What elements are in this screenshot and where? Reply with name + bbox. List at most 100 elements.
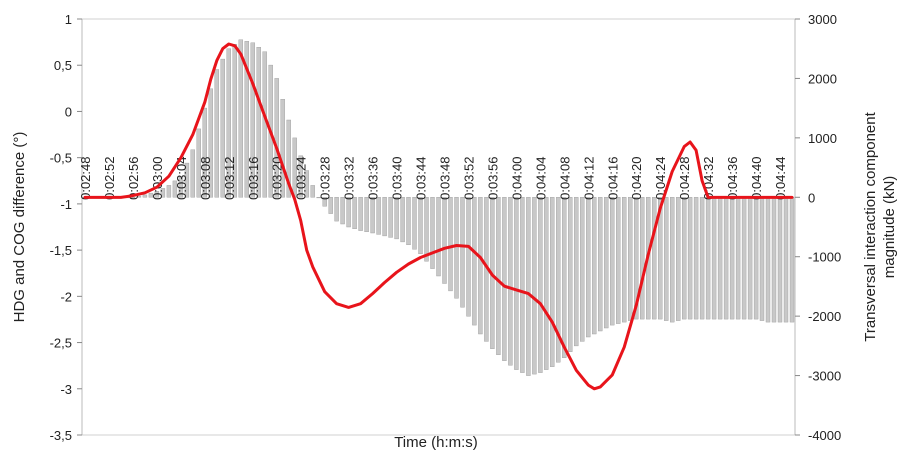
- bar: [346, 197, 351, 228]
- bar: [640, 197, 645, 320]
- x-tick-label: 0:03:48: [438, 157, 453, 200]
- bar: [382, 197, 387, 237]
- line-series: [83, 42, 794, 391]
- x-tick-label: 0:03:56: [485, 157, 500, 200]
- left-axis-label: HDG and COG difference (°): [11, 132, 28, 323]
- bar: [460, 197, 465, 308]
- bar: [723, 197, 729, 320]
- x-tick-labels: 0:02:48 0:02:52 0:02:56 0:03:00 0:03:04 0:03:…: [78, 157, 788, 200]
- x-tick-label: 0:02:48: [78, 157, 93, 200]
- bar: [556, 197, 561, 363]
- left-tick-label: -3: [60, 382, 72, 397]
- bar: [622, 197, 627, 323]
- x-tick-label: 0:03:16: [246, 157, 261, 200]
- bar: [508, 197, 513, 366]
- bar: [771, 197, 777, 323]
- bar: [310, 185, 315, 198]
- bar: [574, 197, 579, 347]
- left-tick-label: -1: [60, 197, 72, 212]
- bar: [400, 197, 405, 243]
- bar: [202, 107, 208, 198]
- bar: [741, 197, 747, 320]
- x-tick-label: 0:03:08: [198, 157, 213, 200]
- bar: [436, 197, 441, 277]
- bar: [196, 128, 202, 198]
- x-tick-label: 0:03:36: [366, 157, 381, 200]
- bar: [664, 197, 669, 321]
- x-tick-label: 0:03:40: [390, 157, 405, 200]
- bar: [538, 197, 543, 373]
- bar: [214, 69, 220, 198]
- bar: [322, 197, 327, 207]
- bar: [520, 197, 525, 373]
- right-tick-label: 2000: [808, 71, 837, 86]
- bar: [244, 41, 250, 198]
- bar: [580, 197, 585, 342]
- left-tick-label: -2,5: [50, 336, 72, 351]
- left-tick-label: -3,5: [50, 428, 72, 443]
- bar: [759, 197, 765, 321]
- left-tick-label: 1: [65, 12, 72, 27]
- line-series-group: [83, 42, 794, 391]
- bar: [442, 197, 447, 284]
- x-tick-label: 0:02:56: [126, 157, 141, 200]
- right-axis-label-line1: Transversal interaction component: [862, 111, 879, 341]
- bar: [652, 197, 657, 320]
- bar: [705, 197, 711, 320]
- x-tick-label: 0:04:40: [749, 157, 764, 200]
- x-tick-label: 0:04:08: [557, 157, 572, 200]
- x-tick-label: 0:03:04: [174, 157, 189, 200]
- bar: [190, 149, 196, 198]
- right-tick-labels: 3000 2000 1000 0 -1000 -2000 -3000 -4000: [795, 12, 841, 443]
- bar: [717, 197, 723, 320]
- bar: [448, 197, 453, 292]
- bar: [274, 78, 279, 198]
- left-tick-label: 0,5: [54, 58, 72, 73]
- bar: [208, 88, 214, 198]
- bar: [735, 197, 741, 320]
- bar: [298, 155, 303, 198]
- right-tick-label: 0: [808, 190, 815, 205]
- bar: [238, 39, 244, 198]
- bar: [394, 197, 399, 240]
- bar: [550, 197, 555, 367]
- bar: [142, 194, 148, 198]
- bar: [430, 197, 435, 269]
- bar: [376, 197, 381, 235]
- x-tick-label: 0:04:32: [701, 157, 716, 200]
- bar: [262, 51, 267, 198]
- bar: [424, 197, 429, 262]
- bar: [454, 197, 459, 299]
- left-tick-label: -1,5: [50, 243, 72, 258]
- x-tick-label: 0:04:16: [605, 157, 620, 200]
- bar: [316, 197, 321, 199]
- bar: [616, 197, 621, 324]
- bar: [514, 197, 519, 370]
- bar: [478, 197, 483, 335]
- bar: [711, 197, 717, 320]
- bar: [676, 197, 681, 321]
- bar: [148, 192, 154, 198]
- right-tick-label: -3000: [808, 369, 841, 384]
- bar: [544, 197, 549, 370]
- bar: [747, 197, 753, 320]
- bar: [358, 197, 363, 231]
- bar: [304, 170, 309, 198]
- bar: [352, 197, 357, 230]
- x-tick-label: 0:04:24: [653, 157, 668, 200]
- x-tick-label: 0:03:52: [462, 157, 477, 200]
- x-tick-label: 0:03:32: [342, 157, 357, 200]
- bar: [412, 197, 417, 250]
- right-tick-label: -2000: [808, 309, 841, 324]
- bar: [466, 197, 471, 317]
- bar: [220, 58, 226, 198]
- x-tick-label: 0:03:20: [270, 157, 285, 200]
- bar: [172, 180, 178, 198]
- bar: [777, 197, 783, 323]
- right-tick-label: -1000: [808, 250, 841, 265]
- bar: [634, 197, 639, 320]
- x-tick-label: 0:03:24: [294, 157, 309, 200]
- x-tick-label: 0:03:12: [222, 157, 237, 200]
- bar: [789, 197, 795, 323]
